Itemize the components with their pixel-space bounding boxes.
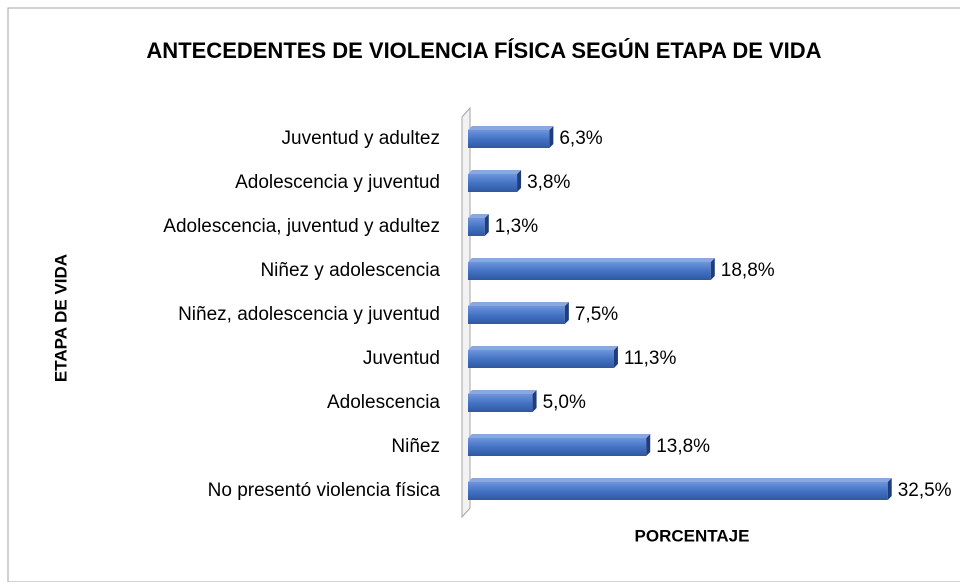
y-axis-label: ETAPA DE VIDA	[51, 254, 70, 382]
data-label: 18,8%	[721, 260, 775, 281]
axis-wall	[461, 106, 471, 519]
y-tick-label: Juventud y adultez	[282, 128, 440, 149]
bar-side	[646, 434, 651, 456]
bar-side	[517, 170, 522, 192]
chart-title: ANTECEDENTES DE VIOLENCIA FÍSICA SEGÚN E…	[146, 38, 821, 63]
bar-side	[484, 214, 489, 236]
bar	[468, 394, 533, 412]
data-label: 32,5%	[898, 480, 952, 501]
y-tick-label: Adolescencia, juventud y adultez	[163, 216, 440, 237]
y-tick-label: No presentó violencia física	[208, 480, 441, 501]
y-tick-label: Niñez y adolescencia	[260, 260, 440, 281]
bar-side	[613, 346, 618, 368]
bar	[468, 130, 550, 148]
y-tick-label: Niñez	[391, 436, 440, 457]
bar-side	[710, 258, 715, 280]
bar	[468, 350, 614, 368]
bar	[468, 218, 485, 236]
bar-side	[564, 302, 569, 324]
y-tick-label: Juventud	[363, 348, 440, 369]
bar-top	[468, 302, 569, 306]
data-label: 1,3%	[495, 216, 538, 237]
data-label: 6,3%	[559, 128, 602, 149]
data-label: 5,0%	[543, 392, 586, 413]
bar-side	[532, 390, 537, 412]
bar-top	[468, 390, 537, 394]
y-tick-label: Niñez, adolescencia y juventud	[178, 304, 440, 325]
bar	[468, 438, 647, 456]
bar-side	[887, 478, 892, 500]
bar	[468, 262, 711, 280]
bar-top	[468, 258, 715, 262]
bar-top	[468, 170, 522, 174]
bar-top	[468, 126, 554, 130]
bar-top	[468, 214, 489, 218]
y-tick-label: Adolescencia	[327, 392, 440, 413]
data-label: 11,3%	[624, 348, 677, 369]
bar-side	[549, 126, 554, 148]
x-axis-label: PORCENTAJE	[635, 526, 750, 545]
bar	[468, 174, 518, 192]
data-label: 13,8%	[656, 436, 710, 457]
bar-top	[468, 346, 618, 350]
bar-top	[468, 478, 892, 482]
data-label: 7,5%	[575, 304, 618, 325]
bar	[468, 306, 565, 324]
bar	[468, 482, 888, 500]
y-tick-label: Adolescencia y juventud	[235, 172, 440, 193]
data-label: 3,8%	[527, 172, 570, 193]
bar-top	[468, 434, 651, 438]
